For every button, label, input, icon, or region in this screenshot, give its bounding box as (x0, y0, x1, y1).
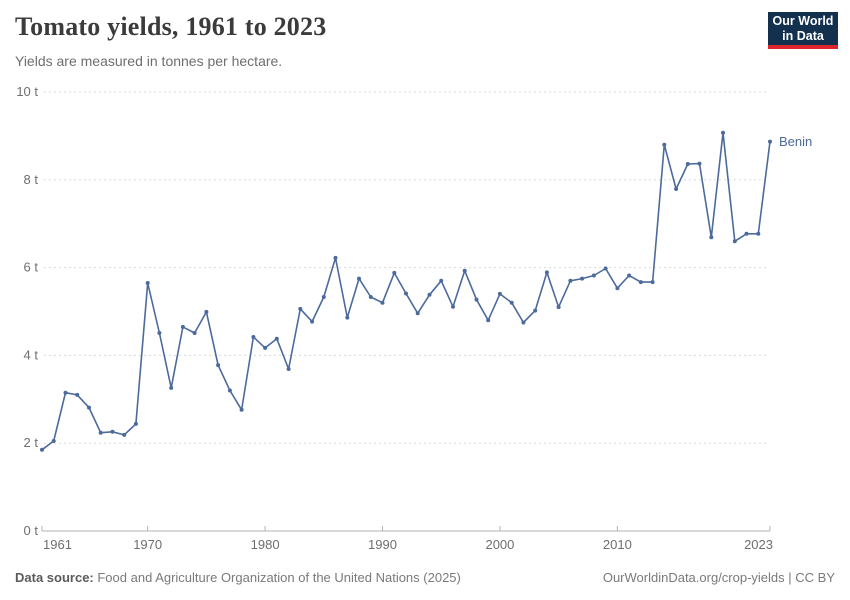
benin-data-point (427, 292, 432, 297)
benin-data-point (509, 300, 514, 305)
benin-data-point (756, 231, 761, 236)
benin-data-point (486, 318, 491, 323)
benin-data-point (345, 315, 350, 320)
benin-data-point (333, 255, 338, 260)
benin-data-point (87, 405, 91, 410)
benin-data-point (239, 407, 244, 412)
benin-data-point (474, 297, 479, 302)
benin-data-point (357, 276, 361, 281)
benin-data-point (721, 130, 725, 135)
benin-data-point (298, 306, 303, 311)
benin-data-point (627, 273, 632, 278)
data-source-label: Data source: (15, 570, 94, 585)
benin-data-point (368, 295, 373, 299)
benin-data-point (122, 432, 127, 437)
benin-data-point (321, 295, 326, 299)
benin-data-point (650, 280, 655, 285)
benin-data-point (310, 319, 315, 324)
benin-data-point (544, 270, 549, 275)
benin-data-point (556, 305, 561, 310)
benin-data-point (40, 447, 44, 452)
benin-data-point (662, 142, 667, 147)
benin-data-point (638, 280, 643, 285)
benin-data-point (380, 300, 385, 305)
owid-logo-line2: in Data (782, 28, 824, 43)
benin-data-point (685, 162, 690, 166)
y-axis-tick-label: 0 t (24, 523, 39, 538)
benin-data-point (615, 286, 620, 291)
y-axis-tick-label: 4 t (24, 347, 39, 362)
data-source-text: Food and Agriculture Organization of the… (93, 570, 461, 585)
benin-data-point (415, 311, 420, 316)
benin-series-label[interactable]: Benin (779, 134, 812, 149)
benin-data-point (204, 309, 209, 314)
benin-data-point (286, 367, 291, 371)
benin-data-point (709, 235, 714, 240)
x-axis-tick-label: 1970 (133, 537, 162, 552)
benin-data-point (521, 320, 526, 325)
benin-data-point (51, 439, 56, 443)
x-axis-tick-label: 1990 (368, 537, 397, 552)
benin-data-point (497, 291, 502, 296)
benin-data-point (674, 187, 679, 191)
benin-data-point (744, 231, 749, 236)
page-title: Tomato yields, 1961 to 2023 (15, 12, 327, 41)
y-axis-tick-label: 8 t (24, 172, 39, 187)
benin-data-point (157, 331, 162, 335)
data-source: Data source: Food and Agriculture Organi… (15, 570, 461, 585)
y-axis-tick-label: 6 t (24, 260, 39, 275)
benin-data-point (768, 139, 772, 144)
benin-data-point (274, 336, 279, 341)
benin-data-point (227, 388, 232, 393)
owid-logo[interactable]: Our World in Data (768, 12, 838, 49)
chart-footer: Data source: Food and Agriculture Organi… (15, 570, 835, 585)
benin-data-point (180, 324, 185, 329)
benin-data-point (404, 291, 408, 296)
benin-data-point (732, 239, 737, 244)
benin-data-point (75, 392, 80, 397)
benin-data-point (263, 345, 268, 350)
benin-data-point (251, 335, 256, 339)
benin-data-point (133, 421, 138, 426)
benin-data-point (591, 273, 596, 278)
benin-data-point (216, 363, 221, 368)
benin-data-point (462, 268, 467, 273)
x-axis-tick-label: 2023 (744, 537, 773, 552)
benin-data-point (603, 266, 608, 271)
y-axis-tick-label: 10 t (16, 84, 38, 99)
benin-data-point (145, 281, 150, 285)
x-axis-tick-label: 1980 (251, 537, 280, 552)
benin-data-point (697, 161, 702, 166)
benin-data-point (568, 278, 573, 283)
benin-data-point (98, 430, 103, 435)
benin-data-point (110, 429, 115, 434)
benin-data-point (392, 270, 397, 275)
owid-logo-line1: Our World (772, 13, 834, 28)
benin-data-point (169, 385, 174, 390)
benin-line[interactable] (41, 132, 771, 451)
benin-data-point (580, 276, 585, 281)
benin-data-point (439, 278, 444, 283)
benin-data-point (192, 331, 197, 335)
x-axis-tick-label: 1961 (43, 537, 72, 552)
x-axis-tick-label: 2000 (485, 537, 514, 552)
benin-data-point (533, 308, 538, 313)
x-axis-tick-label: 2010 (603, 537, 632, 552)
y-axis-tick-label: 2 t (24, 435, 39, 450)
benin-data-point (451, 304, 455, 309)
benin-data-point (63, 390, 68, 395)
credit-link[interactable]: OurWorldinData.org/crop-yields | CC BY (602, 570, 835, 585)
chart-subtitle: Yields are measured in tonnes per hectar… (15, 53, 283, 69)
